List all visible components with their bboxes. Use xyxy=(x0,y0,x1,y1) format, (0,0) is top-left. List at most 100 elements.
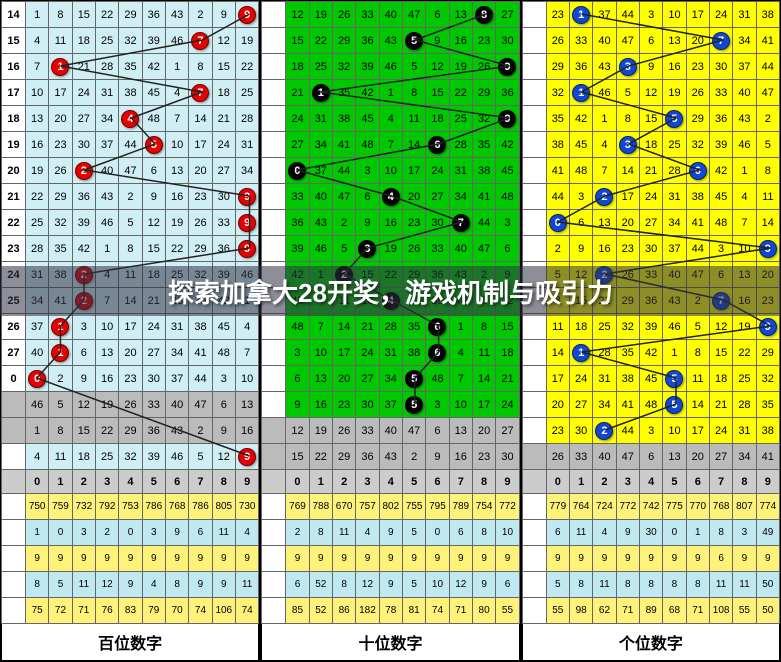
stats-lead xyxy=(522,546,546,572)
grid-cell: 28 xyxy=(26,236,49,262)
grid-cell: 34 xyxy=(733,28,756,54)
grid-cell: 12 xyxy=(212,28,235,54)
grid-cell: 2 xyxy=(756,106,779,132)
grid-cell: 20 xyxy=(189,158,212,184)
grid-cell: 2 xyxy=(332,262,355,288)
grid-cell: 48 xyxy=(142,106,165,132)
grid-cell: 43 xyxy=(165,2,188,28)
header-digit: 6 xyxy=(426,470,449,494)
grid-cell: 13 xyxy=(26,106,49,132)
grid-cell: 27 xyxy=(72,106,95,132)
win-ball: 1 xyxy=(312,84,330,102)
grid-cell: 7 xyxy=(235,340,258,366)
grid-cell: 14 xyxy=(119,288,142,314)
grid-cell: 27 xyxy=(569,392,592,418)
grid-cell: 20 xyxy=(616,210,639,236)
stats-cell: 770 xyxy=(686,494,709,520)
grid-cell: 14 xyxy=(756,210,779,236)
grid-cell: 44 xyxy=(686,236,709,262)
stats-cell: 55 xyxy=(496,598,519,624)
grid-cell: 29 xyxy=(332,444,355,470)
grid-cell: 32 xyxy=(119,444,142,470)
grid-cell: 48 xyxy=(356,132,379,158)
grid-cell: 36 xyxy=(426,262,449,288)
win-ball: 6 xyxy=(428,318,446,336)
grid-cell: 36 xyxy=(639,288,662,314)
grid-cell: 15 xyxy=(212,54,235,80)
grid-cell: 17 xyxy=(49,80,72,106)
stats-cell: 8 xyxy=(26,572,49,598)
grid-cell: 23 xyxy=(472,444,495,470)
grid-cell: 6 xyxy=(686,158,709,184)
grid-cell: 31 xyxy=(663,184,686,210)
grid-cell: 47 xyxy=(616,28,639,54)
grid-cell: 23 xyxy=(756,288,779,314)
stats-cell: 670 xyxy=(332,494,355,520)
win-ball: 5 xyxy=(145,136,163,154)
grid-cell: 7 xyxy=(449,210,472,236)
row-lead xyxy=(522,28,546,54)
stats-cell: 9 xyxy=(165,520,188,546)
grid-cell: 47 xyxy=(402,418,425,444)
panel-footer-label: 个位数字 xyxy=(522,624,780,661)
win-ball: 6 xyxy=(689,162,707,180)
stats-cell: 9 xyxy=(379,520,402,546)
grid-cell: 30 xyxy=(709,54,732,80)
stats-cell: 9 xyxy=(379,572,402,598)
header-digit: 7 xyxy=(709,470,732,494)
grid-cell: 44 xyxy=(616,2,639,28)
win-ball: 7 xyxy=(452,214,470,232)
grid-cell: 10 xyxy=(663,418,686,444)
grid-cell: 43 xyxy=(733,106,756,132)
grid-cell: 41 xyxy=(49,288,72,314)
grid-cell: 18 xyxy=(72,444,95,470)
win-ball: 3 xyxy=(619,58,637,76)
grid-cell: 47 xyxy=(189,392,212,418)
row-lead xyxy=(522,106,546,132)
grid-cell: 12 xyxy=(496,288,519,314)
grid-cell: 8 xyxy=(119,236,142,262)
grid-cell: 40 xyxy=(26,340,49,366)
grid-cell: 21 xyxy=(72,54,95,80)
grid-cell: 38 xyxy=(756,418,779,444)
grid-cell: 6 xyxy=(639,444,662,470)
grid-cell: 40 xyxy=(449,236,472,262)
row-lead xyxy=(262,184,286,210)
grid-cell: 2 xyxy=(189,2,212,28)
win-ball: 0 xyxy=(549,214,567,232)
grid-cell: 38 xyxy=(616,366,639,392)
grid-cell: 25 xyxy=(309,54,332,80)
stats-cell: 8 xyxy=(569,572,592,598)
stats-cell: 0 xyxy=(663,520,686,546)
grid-cell: 21 xyxy=(639,158,662,184)
row-lead xyxy=(522,2,546,28)
stats-cell: 774 xyxy=(756,494,779,520)
row-lead: 16 xyxy=(2,54,26,80)
grid-cell: 3 xyxy=(212,366,235,392)
grid-cell: 32 xyxy=(686,132,709,158)
grid-cell: 44 xyxy=(119,132,142,158)
grid-cell: 15 xyxy=(286,444,309,470)
grid-cell: 6 xyxy=(496,236,519,262)
grid-cell: 40 xyxy=(663,262,686,288)
grid-cell: 39 xyxy=(286,236,309,262)
grid-cell: 36 xyxy=(356,444,379,470)
grid-cell: 9 xyxy=(235,184,258,210)
grid-cell: 32 xyxy=(472,106,495,132)
grid-cell: 37 xyxy=(26,314,49,340)
stats-cell: 730 xyxy=(235,494,258,520)
header-digit: 9 xyxy=(235,470,258,494)
grid-cell: 20 xyxy=(332,366,355,392)
grid-cell: 18 xyxy=(72,28,95,54)
grid-cell: 21 xyxy=(286,80,309,106)
row-lead xyxy=(262,132,286,158)
grid-cell: 4 xyxy=(449,340,472,366)
row-lead: 17 xyxy=(2,80,26,106)
grid-cell: 44 xyxy=(472,210,495,236)
grid-cell: 11 xyxy=(49,444,72,470)
stats-lead xyxy=(262,494,286,520)
grid-cell: 5 xyxy=(402,366,425,392)
grid-cell: 34 xyxy=(663,210,686,236)
grid-cell: 36 xyxy=(212,236,235,262)
stats-cell: 754 xyxy=(472,494,495,520)
